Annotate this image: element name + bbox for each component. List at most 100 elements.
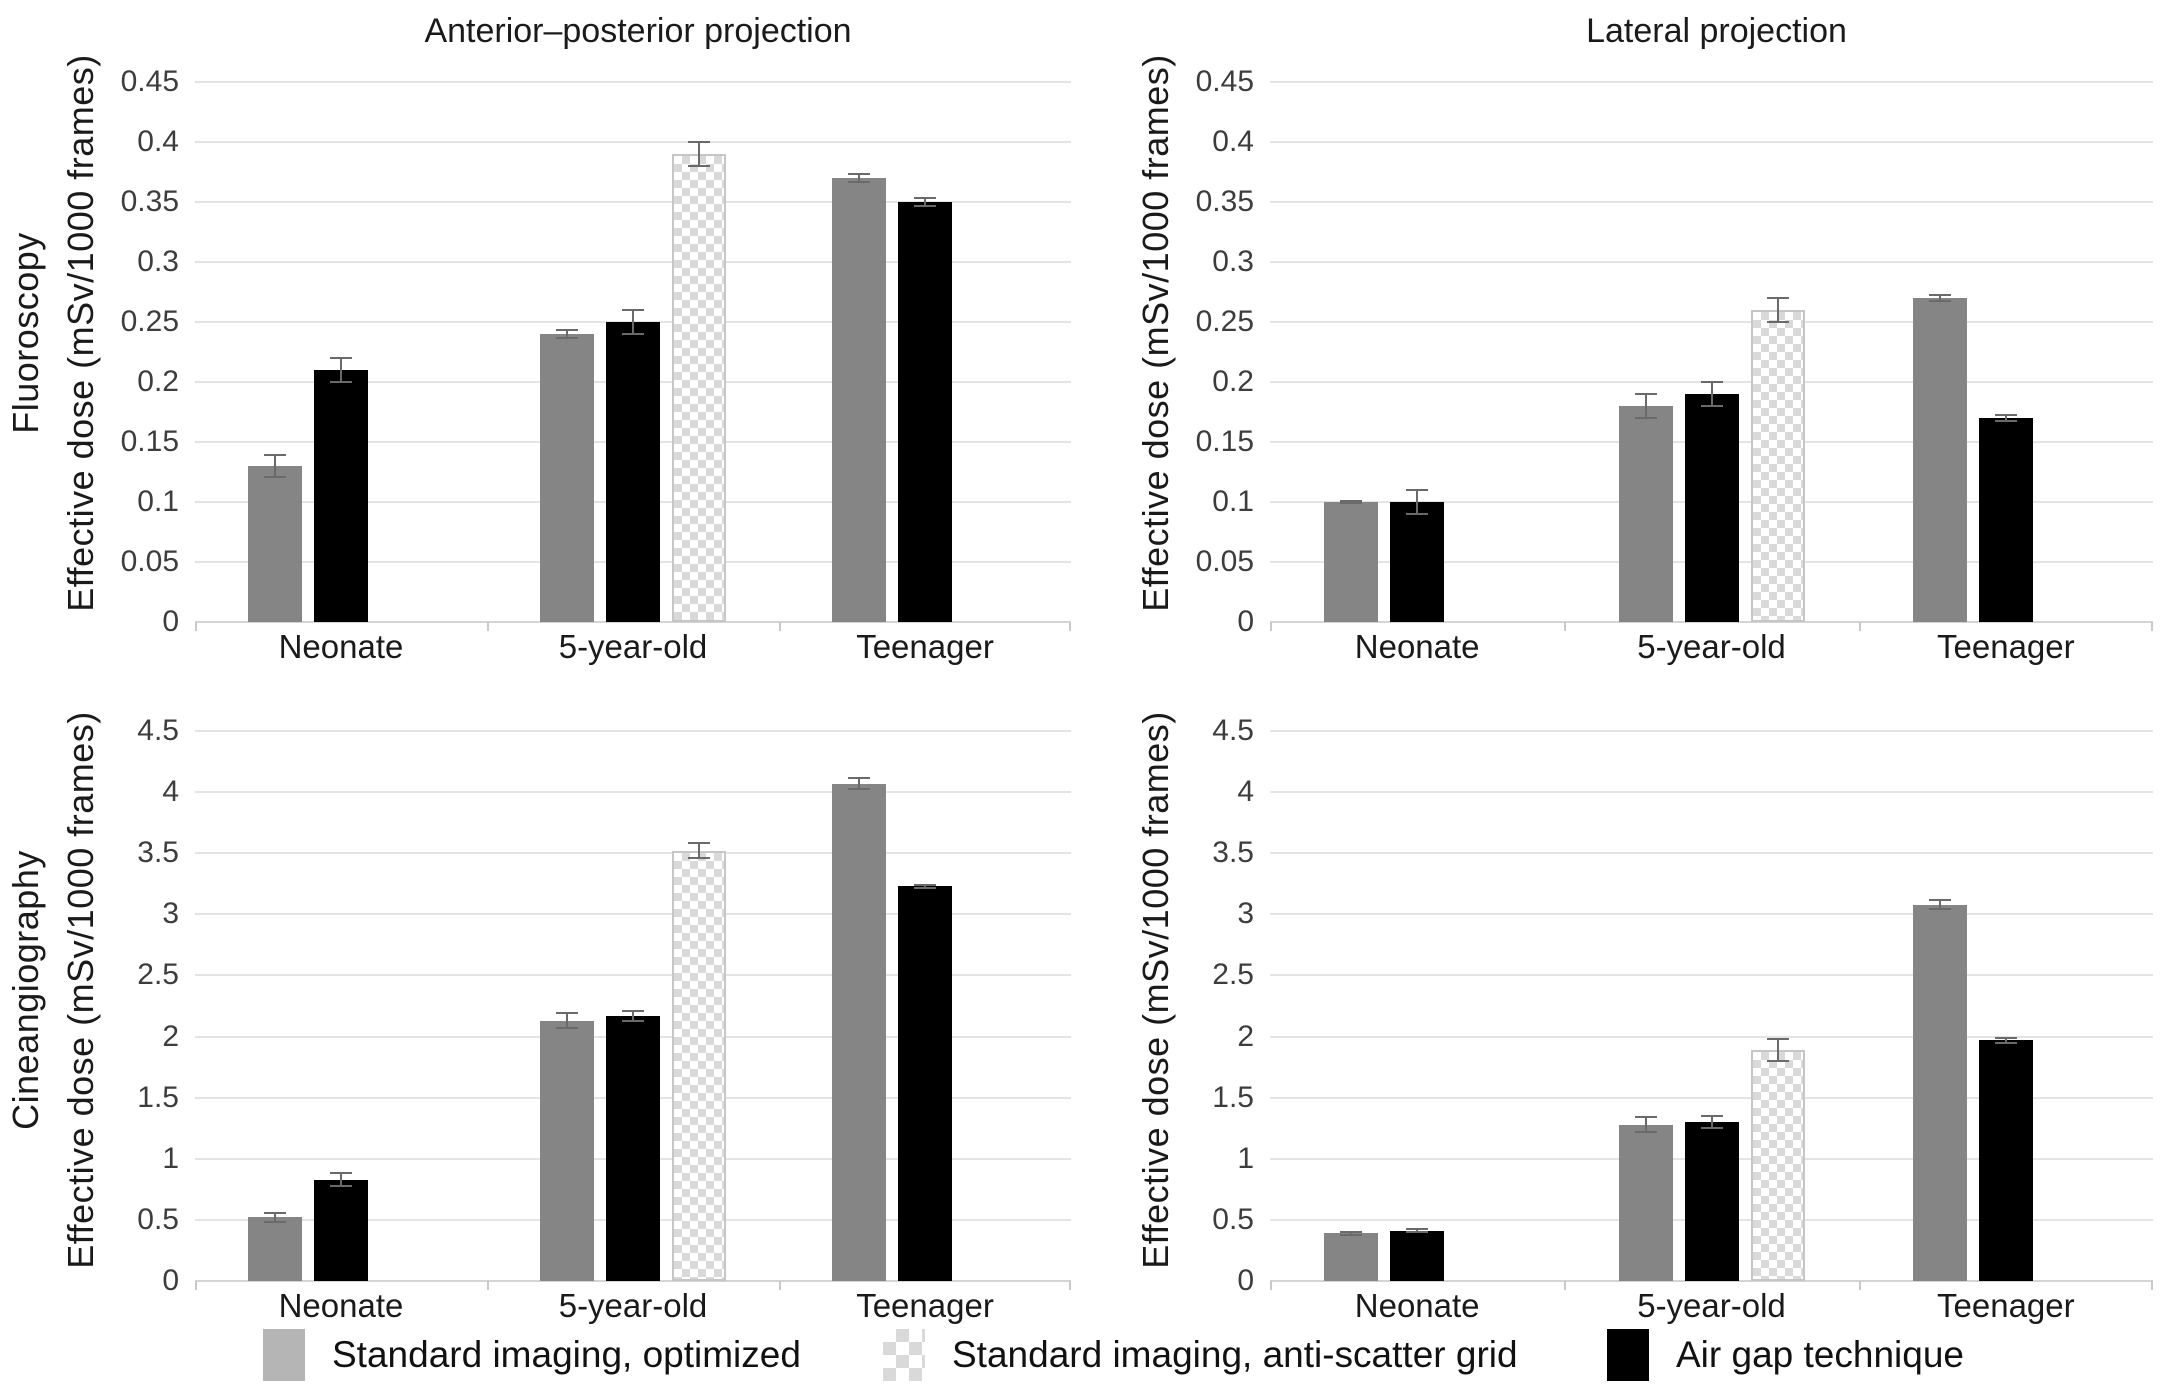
error-bar bbox=[1634, 392, 1657, 420]
x-category-label-neonate: Neonate bbox=[278, 1287, 404, 1324]
x-category-label-neonate: Neonate bbox=[1354, 628, 1480, 665]
error-bar bbox=[1406, 1228, 1429, 1234]
error-bar bbox=[556, 1012, 578, 1030]
gridline bbox=[1270, 140, 2153, 143]
y-tick-label: 0 bbox=[1237, 605, 1254, 638]
y-tick-label: 0.25 bbox=[120, 305, 179, 338]
x-axis-tick bbox=[2151, 622, 2153, 631]
y-axis-ticks: 4.5 4 3.5 3 2.5 2 1.5 1 0.5 0 bbox=[110, 714, 195, 1297]
y-tick-label: 4 bbox=[1237, 775, 1254, 809]
error-bar-cap-bottom bbox=[1406, 1231, 1429, 1234]
charts-grid: Fluoroscopy Effective dose (mSv/1000 fram… bbox=[0, 0, 2163, 1324]
error-bar-cap-bottom bbox=[1766, 321, 1789, 324]
bar-gray-5-year-old bbox=[1618, 1124, 1673, 1281]
x-category-label-neonate: Neonate bbox=[1354, 1287, 1480, 1324]
x-category-label-5-year-old: 5-year-old bbox=[1637, 628, 1786, 665]
y-axis-label-column: Effective dose (mSv/1000 frames) bbox=[52, 665, 110, 1315]
error-bar-line bbox=[924, 883, 926, 889]
plot-row: 0.45 0.4 0.35 0.3 0.25 0.2 0.15 0.1 0.05 0 bbox=[110, 65, 1081, 638]
gridline bbox=[1270, 320, 2153, 323]
error-bar-line bbox=[273, 1211, 276, 1223]
error-bar-line bbox=[698, 140, 700, 168]
gridline bbox=[1270, 81, 2153, 83]
x-axis-labels: Neonate 5-year-old Teenager bbox=[1270, 622, 2153, 665]
error-bar-line bbox=[1776, 1037, 1779, 1063]
chart-title-row: Anterior–posterior projection bbox=[110, 0, 1081, 82]
gridline bbox=[195, 852, 1071, 855]
error-bar-line bbox=[339, 1172, 342, 1187]
x-axis-labels: Neonate 5-year-old Teenager bbox=[195, 622, 1071, 665]
error-bar-line bbox=[2004, 414, 2007, 422]
error-bar bbox=[1700, 1114, 1723, 1130]
y-tick-label: 0.25 bbox=[1195, 305, 1254, 338]
x-axis-tick bbox=[1270, 622, 1272, 631]
y-tick-label: 0 bbox=[1237, 1264, 1254, 1297]
y-tick-label: 3 bbox=[162, 897, 179, 931]
x-axis-tick bbox=[2151, 1281, 2153, 1290]
y-tick-label: 2.5 bbox=[137, 958, 179, 992]
gridline bbox=[195, 621, 1071, 623]
error-bar-cap-bottom bbox=[622, 333, 644, 336]
bar-black-teenager bbox=[898, 202, 952, 622]
y-tick-label: 0.35 bbox=[120, 185, 179, 218]
bar-gray-teenager bbox=[832, 178, 886, 622]
error-bar-cap-bottom bbox=[263, 476, 286, 478]
error-bar-line bbox=[1776, 296, 1779, 324]
error-bar-line bbox=[1710, 1114, 1713, 1130]
error-bar-cap-bottom bbox=[1994, 1041, 2017, 1044]
y-tick-label: 1.5 bbox=[1212, 1080, 1254, 1114]
x-axis-tick bbox=[195, 622, 197, 631]
x-axis-tick bbox=[195, 1281, 197, 1290]
x-axis-tick bbox=[1564, 622, 1567, 631]
y-tick-label: 3.5 bbox=[137, 836, 179, 870]
error-bar bbox=[263, 1211, 286, 1223]
gridline bbox=[1270, 913, 2153, 916]
x-axis-tick bbox=[1564, 1281, 1567, 1290]
x-axis-tick bbox=[778, 1281, 781, 1290]
plot-area bbox=[195, 730, 1071, 1290]
error-bar bbox=[848, 776, 870, 791]
error-bar bbox=[329, 1172, 352, 1187]
x-axis-labels: Neonate 5-year-old Teenager bbox=[195, 1281, 1071, 1324]
y-tick-label: 0.1 bbox=[1212, 485, 1254, 518]
gridline bbox=[195, 81, 1071, 83]
y-tick-label: 2 bbox=[162, 1019, 179, 1053]
x-axis-labels: Neonate 5-year-old Teenager bbox=[1270, 1281, 2153, 1324]
plot-area bbox=[1270, 730, 2153, 1290]
row-label-column bbox=[1081, 665, 1127, 1315]
error-bar bbox=[263, 454, 286, 478]
chart-panel-fluoroscopy-lateral: Effective dose (mSv/1000 frames) Lateral … bbox=[1081, 0, 2163, 665]
error-bar bbox=[1406, 488, 1429, 516]
error-bar bbox=[688, 842, 710, 860]
x-category-label-teenager: Teenager bbox=[1937, 1287, 2075, 1324]
error-bar-cap-bottom bbox=[1928, 299, 1951, 302]
error-bar-line bbox=[858, 173, 860, 183]
error-bar-cap-bottom bbox=[622, 1019, 644, 1022]
x-category-label-teenager: Teenager bbox=[1937, 628, 2075, 665]
bar-black-teenager bbox=[1978, 1040, 2033, 1281]
error-bar-line bbox=[1350, 499, 1353, 505]
error-bar bbox=[1340, 1230, 1363, 1236]
bar-black-neonate bbox=[1390, 502, 1445, 622]
error-bar bbox=[1634, 1116, 1657, 1134]
error-bar-cap-bottom bbox=[263, 1220, 286, 1223]
gridline bbox=[1270, 1280, 2153, 1282]
chart-main: 4.5 4 3.5 3 2.5 2 1.5 1 0.5 0 Neonate 5-year-old Tee… bbox=[1185, 665, 2163, 1324]
gridline bbox=[1270, 1035, 2153, 1038]
plot-row: 4.5 4 3.5 3 2.5 2 1.5 1 0.5 0 bbox=[110, 714, 1081, 1297]
row-label-column: Cineangiography bbox=[0, 665, 52, 1315]
error-bar-line bbox=[566, 1012, 568, 1030]
error-bar bbox=[622, 1009, 644, 1022]
legend: Standard imaging, optimized Standard imag… bbox=[0, 1315, 2163, 1399]
y-axis-label: Effective dose (mSv/1000 frames) bbox=[1135, 53, 1176, 612]
chart-title-row bbox=[1185, 665, 2163, 731]
error-bar bbox=[1340, 499, 1363, 505]
gridline bbox=[1270, 260, 2153, 263]
legend-item-standard-imaging-optimized: Standard imaging, optimized bbox=[263, 1329, 801, 1381]
row-label-column bbox=[1081, 0, 1127, 665]
y-axis-label: Effective dose (mSv/1000 frames) bbox=[60, 711, 101, 1269]
error-bar-line bbox=[2004, 1036, 2007, 1044]
plot-area bbox=[1270, 81, 2153, 631]
bar-gray-5-year-old bbox=[540, 1020, 594, 1281]
